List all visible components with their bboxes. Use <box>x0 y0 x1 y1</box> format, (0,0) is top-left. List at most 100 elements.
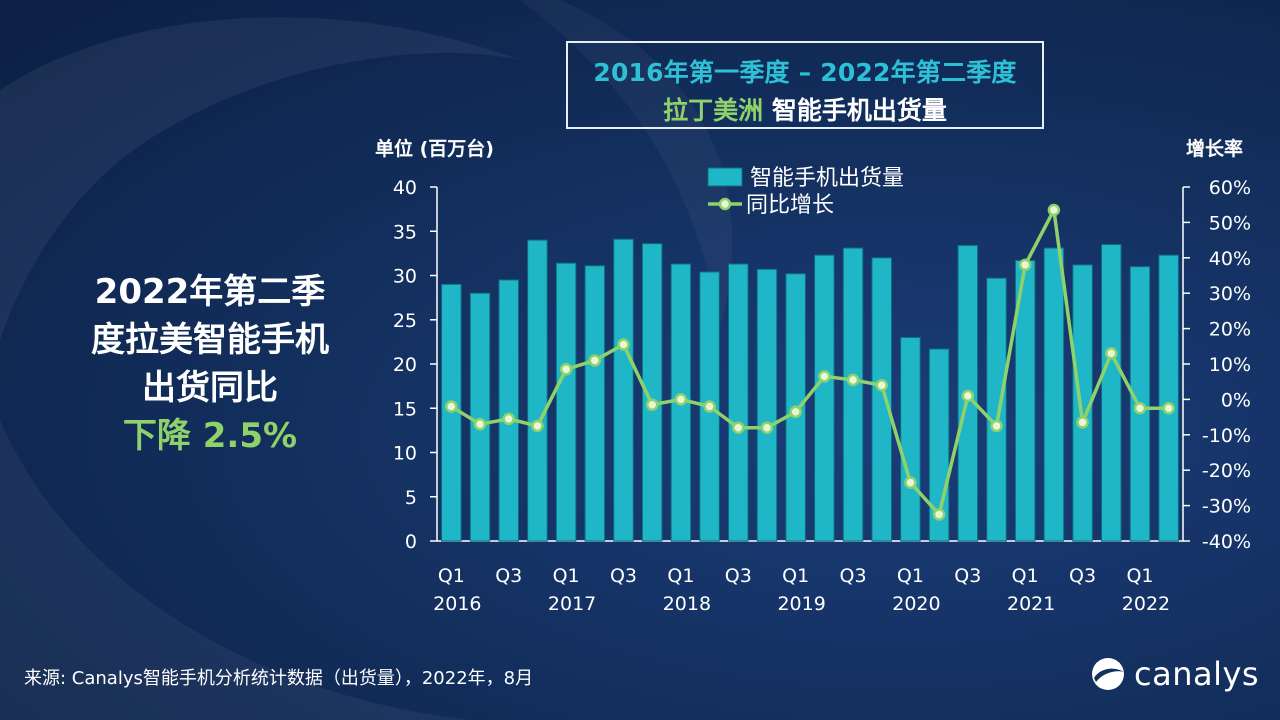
x-year-label: 2018 <box>663 593 711 615</box>
yoy-growth-point <box>760 421 774 434</box>
yoy-growth-point <box>904 476 917 489</box>
yoy-growth-point <box>1047 203 1061 217</box>
callout-line-1: 2022年第二季 <box>94 272 326 312</box>
right-tick-label: -20% <box>1202 460 1251 482</box>
shipment-bar <box>584 265 606 542</box>
x-year-label: 2020 <box>892 593 940 615</box>
yoy-growth-point <box>846 373 860 387</box>
shipment-bar <box>498 279 519 542</box>
x-quarter-label: Q1 <box>782 565 809 587</box>
yoy-growth-point <box>1133 402 1147 415</box>
right-tick-label: -30% <box>1202 496 1251 518</box>
yoy-growth-point <box>961 389 975 403</box>
left-tick-label: 25 <box>393 310 417 332</box>
shipment-bar <box>1101 244 1122 542</box>
right-tick-label: -40% <box>1202 531 1251 553</box>
left-tick-label: 20 <box>393 354 417 376</box>
brand-name: canalys <box>1134 655 1260 693</box>
x-quarter-label: Q3 <box>495 565 522 587</box>
x-quarter-label: Q1 <box>1126 565 1153 587</box>
yoy-growth-point <box>473 417 487 431</box>
right-tick-label: 10% <box>1209 354 1251 376</box>
shipment-bar <box>900 336 921 542</box>
x-year-label: 2022 <box>1122 593 1170 615</box>
right-tick-label: -10% <box>1202 425 1251 447</box>
x-quarter-label: Q3 <box>1069 565 1096 587</box>
legend-bar-label: 智能手机出货量 <box>750 166 904 191</box>
x-quarter-label: Q1 <box>667 565 694 587</box>
yoy-growth-point <box>703 400 716 413</box>
yoy-growth-point <box>588 354 602 367</box>
shipment-bar <box>814 254 835 542</box>
x-quarter-label: Q3 <box>840 565 867 587</box>
yoy-growth-point <box>674 393 688 406</box>
x-year-label: 2017 <box>548 593 596 615</box>
shipment-bar <box>986 277 1007 542</box>
shipment-bar <box>1158 254 1179 542</box>
chart-title-region: 拉丁美洲 <box>663 96 764 125</box>
legend-line-marker <box>718 197 732 211</box>
x-quarter-label: Q3 <box>954 565 981 587</box>
shipment-bar <box>527 239 548 542</box>
x-year-label: 2016 <box>433 593 481 615</box>
shipment-bar <box>469 292 491 542</box>
yoy-growth-point <box>1076 416 1089 429</box>
right-tick-label: 60% <box>1209 177 1251 199</box>
left-tick-label: 35 <box>393 221 417 243</box>
left-tick-label: 15 <box>393 398 417 420</box>
canalys-logo-icon <box>1092 658 1124 690</box>
right-tick-label: 40% <box>1209 248 1251 270</box>
chart-title-box: 2016年第一季度 – 2022年第二季度 拉丁美洲 智能手机出货量 <box>566 41 1044 129</box>
yoy-growth-point <box>1018 258 1032 272</box>
right-tick-label: 20% <box>1209 319 1251 341</box>
x-quarter-label: Q3 <box>610 565 637 587</box>
x-quarter-label: Q1 <box>897 565 924 587</box>
right-tick-label: 30% <box>1209 283 1251 305</box>
yoy-growth-point <box>875 378 888 392</box>
shipment-bar <box>555 262 577 542</box>
chart-title-subject: 拉丁美洲 智能手机出货量 <box>568 91 1042 127</box>
x-year-label: 2021 <box>1007 593 1055 615</box>
x-quarter-label: Q1 <box>1012 565 1039 587</box>
callout-line-3: 出货同比 <box>142 368 278 408</box>
shipment-bar <box>871 257 892 542</box>
right-tick-label: 0% <box>1221 389 1251 411</box>
left-tick-label: 5 <box>405 487 417 509</box>
yoy-growth-point <box>1162 402 1175 415</box>
shipment-bar <box>641 243 663 542</box>
left-tick-label: 30 <box>393 266 417 288</box>
shipment-bar <box>613 238 634 542</box>
legend-bar-swatch <box>707 167 743 187</box>
shipment-bar <box>756 268 778 542</box>
x-year-label: 2019 <box>777 593 825 615</box>
shipment-bar <box>728 263 749 542</box>
source-note: 来源: Canalys智能手机分析统计数据（出货量），2022年，8月 <box>24 668 534 689</box>
yoy-growth-point <box>818 370 831 383</box>
yoy-growth-point <box>645 398 659 411</box>
yoy-growth-point <box>559 363 573 376</box>
yoy-growth-point <box>502 412 515 426</box>
chart-title-period: 2016年第一季度 – 2022年第二季度 <box>593 58 1017 87</box>
left-tick-label: 40 <box>393 177 417 199</box>
yoy-growth-point <box>990 419 1003 433</box>
yoy-growth-point <box>617 338 630 351</box>
yoy-growth-point <box>732 421 745 434</box>
left-tick-label: 0 <box>405 531 417 553</box>
yoy-growth-point <box>445 400 458 413</box>
shipment-bar <box>842 247 864 542</box>
x-quarter-label: Q1 <box>553 565 580 587</box>
yoy-growth-point <box>1105 347 1118 360</box>
right-axis-title: 增长率 <box>1186 137 1243 160</box>
yoy-growth-point <box>789 405 802 419</box>
left-tick-label: 10 <box>393 443 417 465</box>
shipment-bar <box>1043 247 1065 542</box>
key-finding-callout: 2022年第二季 度拉美智能手机 出货同比 下降 2.5% <box>40 268 380 460</box>
callout-line-2: 度拉美智能手机 <box>91 320 329 360</box>
x-quarter-label: Q1 <box>438 565 465 587</box>
legend-line-label: 同比增长 <box>746 193 834 218</box>
brand-logo: canalys <box>1090 652 1259 696</box>
left-axis-title: 单位 (百万台) <box>375 137 494 160</box>
yoy-growth-point <box>932 508 946 521</box>
chart-title-metric: 智能手机出货量 <box>763 96 947 125</box>
